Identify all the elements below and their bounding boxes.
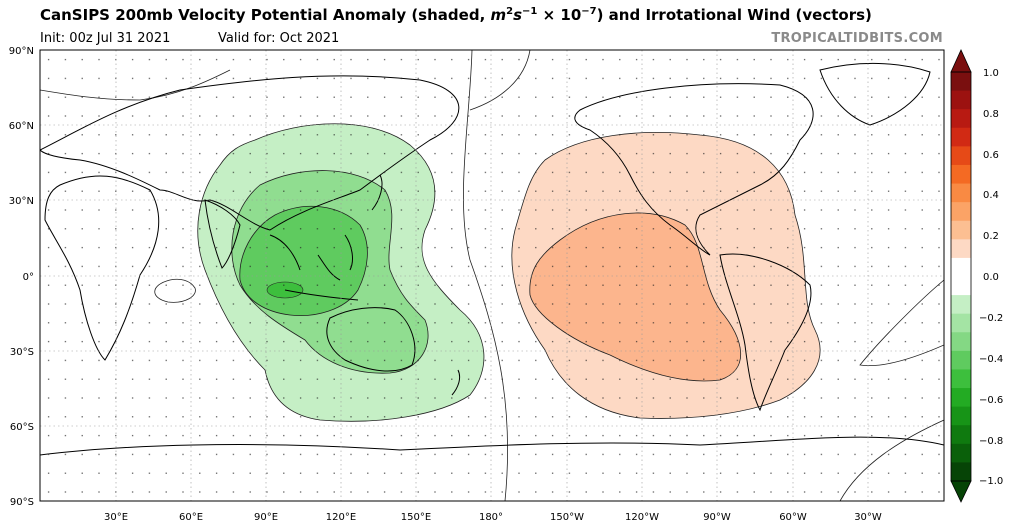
- lat-label: 60°S: [10, 422, 34, 433]
- colorbar-cell: [951, 406, 971, 426]
- colorbar-tick: −1.0: [979, 476, 1003, 487]
- colorbar-cell: [951, 127, 971, 147]
- colorbar-cell: [951, 220, 971, 240]
- colorbar-cell: [951, 443, 971, 463]
- colorbar-cell: [951, 332, 971, 352]
- lat-label: 0°: [23, 272, 34, 283]
- colorbar-cell: [951, 72, 971, 92]
- colorbar-cell: [951, 239, 971, 259]
- colorbar-tick: −0.4: [979, 354, 1003, 365]
- lon-label: 60°E: [179, 512, 203, 523]
- lon-label: 90°W: [703, 512, 731, 523]
- colorbar-tick: −0.6: [979, 395, 1003, 406]
- graticule: [40, 50, 944, 501]
- lon-label: 150°E: [401, 512, 431, 523]
- map-frame: [39, 49, 945, 502]
- site-watermark: TROPICALTIDBITS.COM: [771, 31, 943, 46]
- lon-label: 180°: [479, 512, 503, 523]
- colorbar-cell: [951, 164, 971, 185]
- colorbar-cell: [951, 295, 971, 315]
- colorbar-cell: [951, 388, 971, 408]
- lat-label: 60°N: [9, 121, 34, 132]
- colorbar-cell: [951, 462, 971, 482]
- colorbar-cell: [951, 313, 971, 333]
- latitude-labels: 90°N 60°N 30°N 0° 30°S 60°S 90°S: [9, 46, 34, 508]
- colorbar-tick: 0.0: [983, 272, 999, 283]
- init-time: Init: 00z Jul 31 2021: [40, 31, 171, 46]
- lat-label: 90°S: [10, 497, 34, 508]
- longitude-labels: 30°E 60°E 90°E 120°E 150°E 180° 150°W 12…: [104, 512, 882, 523]
- lat-label: 90°N: [9, 46, 34, 57]
- colorbar-tick: 1.0: [983, 68, 999, 79]
- colorbar-cell: [951, 90, 971, 110]
- map-area: [40, 50, 944, 501]
- lat-label: 30°S: [10, 347, 34, 358]
- lon-label: 150°W: [550, 512, 584, 523]
- colorbar-tick: 0.6: [983, 150, 999, 161]
- colorbar-tick: −0.2: [979, 313, 1003, 324]
- colorbar-cell: [951, 257, 971, 277]
- lon-label: 90°E: [254, 512, 278, 523]
- colorbar-top-arrow: [950, 49, 972, 73]
- colorbar-cell: [951, 425, 971, 445]
- lon-label: 30°E: [104, 512, 128, 523]
- colorbar-cell: [951, 109, 971, 129]
- lon-label: 60°W: [779, 512, 807, 523]
- colorbar-cell: [951, 350, 971, 370]
- colorbar-tick: 0.4: [983, 190, 999, 201]
- lon-label: 120°E: [326, 512, 356, 523]
- valid-time: Valid for: Oct 2021: [218, 31, 340, 46]
- lon-label: 30°W: [854, 512, 882, 523]
- colorbar-cell: [951, 369, 971, 389]
- colorbar-tick: 0.2: [983, 231, 999, 242]
- colorbar-cell: [951, 183, 971, 203]
- colorbar-tick: 0.8: [983, 109, 999, 120]
- lat-label: 30°N: [9, 196, 34, 207]
- chart-title: CanSIPS 200mb Velocity Potential Anomaly…: [40, 6, 872, 24]
- colorbar: 1.0 0.8 0.6 0.4 0.2 0.0 −0.2 −0.4 −0.6 −…: [950, 49, 1003, 503]
- colorbar-cell: [951, 202, 971, 222]
- colorbar-cell: [951, 146, 971, 166]
- colorbar-cell: [951, 276, 971, 296]
- colorbar-bottom-arrow: [950, 480, 972, 503]
- colorbar-tick: −0.8: [979, 436, 1003, 447]
- lon-label: 120°W: [625, 512, 659, 523]
